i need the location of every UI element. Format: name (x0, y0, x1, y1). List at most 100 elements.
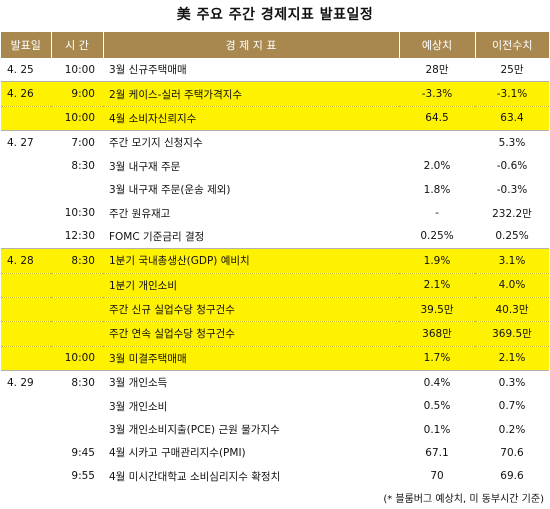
table-row: 3월 내구재 주문(운송 제외) 1.8% -0.3% (1, 178, 549, 201)
cell-forecast: 0.25% (420, 230, 454, 243)
cell-time: 8:30 (51, 370, 103, 395)
cell-indicator: 1분기 개인소비 (103, 272, 399, 298)
cell-forecast: 1.9% (399, 248, 475, 274)
cell-time: 10:00 (51, 105, 103, 131)
cell-previous: 0.25% (495, 230, 529, 243)
cell-forecast: 28만 (425, 64, 449, 77)
cell-previous: 0.3% (475, 370, 549, 395)
cell-time: 12:30 (64, 230, 95, 243)
table-row: 4. 28 8:30 1분기 국내총생산(GDP) 예비치 1.9% 3.1% (1, 248, 549, 274)
cell-previous: -0.6% (496, 160, 528, 173)
cell-previous: 4.0% (475, 272, 549, 298)
cell-forecast: 1.7% (399, 345, 475, 371)
table-row: 4. 29 8:30 3월 개인소득 0.4% 0.3% (1, 370, 549, 395)
cell-previous: 0.2% (498, 423, 526, 436)
cell-time: 8:30 (71, 160, 95, 173)
cell-indicator: 4월 시카고 구매관리지수(PMI) (109, 447, 246, 460)
cell-date (1, 465, 51, 488)
cell-date (1, 155, 51, 178)
cell-time (51, 272, 103, 298)
cell-date (1, 296, 51, 322)
table-row: 9:55 4월 미시간대학교 소비심리지수 확정치 70 69.6 (1, 465, 549, 488)
table-row: 10:30 주간 원유재고 - 232.2만 (1, 201, 549, 224)
cell-forecast: 2.1% (399, 272, 475, 298)
cell-indicator: 3월 내구재 주문 (109, 160, 181, 173)
table-row: 3월 개인소비지출(PCE) 근원 물가지수 0.1% 0.2% (1, 418, 549, 441)
cell-time (51, 178, 103, 201)
cell-forecast: 64.5 (399, 105, 475, 131)
schedule-table: 발표일 시 간 경 제 지 표 예상치 이전수치 4. 25 10:00 3월 신규… (1, 32, 549, 488)
cell-indicator: 4월 소비자신뢰지수 (103, 105, 399, 131)
cell-indicator: 주간 모기지 신청지수 (103, 130, 399, 155)
cell-indicator: 3월 개인소득 (103, 370, 399, 395)
cell-date: 4. 26 (1, 81, 51, 107)
table-row: 3월 개인소비 0.5% 0.7% (1, 394, 549, 417)
cell-time (51, 394, 103, 417)
table-row: 주간 신규 실업수당 청구건수 39.5만 40.3만 (1, 296, 549, 322)
cell-indicator: 3월 개인소비지출(PCE) 근원 물가지수 (109, 424, 280, 437)
cell-forecast: 67.1 (425, 446, 449, 459)
header-row: 발표일 시 간 경 제 지 표 예상치 이전수치 (1, 32, 549, 58)
cell-indicator: 주간 신규 실업수당 청구건수 (103, 296, 399, 322)
cell-indicator: 주간 원유재고 (109, 207, 171, 220)
cell-forecast: 70 (430, 470, 444, 483)
cell-time (51, 418, 103, 441)
page-title: 美 주요 주간 경제지표 발표일정 (176, 7, 374, 23)
cell-indicator: 4월 미시간대학교 소비심리지수 확정치 (109, 470, 281, 483)
cell-previous: 2.1% (475, 345, 549, 371)
table-row: 10:00 3월 미결주택매매 1.7% 2.1% (1, 345, 549, 371)
cell-date: 4. 25 (7, 63, 34, 76)
cell-indicator: FOMC 기준금리 결정 (109, 230, 205, 243)
cell-date (1, 178, 51, 201)
cell-time: 10:00 (51, 345, 103, 371)
cell-indicator: 1분기 국내총생산(GDP) 예비치 (103, 248, 399, 274)
cell-date (1, 272, 51, 298)
cell-forecast: 2.0% (423, 160, 451, 173)
cell-forecast: - (435, 207, 439, 220)
cell-time: 10:30 (64, 207, 95, 220)
cell-forecast: -3.3% (399, 81, 475, 107)
cell-previous: -0.3% (496, 183, 528, 196)
cell-date (1, 345, 51, 371)
cell-previous: 69.6 (500, 470, 524, 483)
cell-indicator: 3월 개인소비 (109, 400, 168, 413)
cell-previous: 232.2만 (492, 207, 532, 220)
table-row: 1분기 개인소비 2.1% 4.0% (1, 272, 549, 298)
header-previous: 이전수치 (474, 32, 549, 58)
cell-previous: 25만 (500, 64, 524, 77)
header-time: 시 간 (50, 32, 103, 58)
cell-forecast (399, 130, 475, 155)
cell-previous: 369.5만 (475, 321, 549, 347)
cell-previous: 5.3% (475, 130, 549, 155)
table-row: 4. 25 10:00 3월 신규주택매매 28만 25만 (1, 58, 549, 82)
cell-date (1, 201, 51, 224)
header-forecast: 예상치 (398, 32, 475, 58)
cell-time: 8:30 (51, 248, 103, 274)
table-row: 12:30 FOMC 기준금리 결정 0.25% 0.25% (1, 225, 549, 249)
table-row: 주간 연속 실업수당 청구건수 368만 369.5만 (1, 321, 549, 347)
cell-time: 9:45 (71, 446, 95, 459)
cell-forecast: 0.4% (399, 370, 475, 395)
cell-forecast: 368만 (399, 321, 475, 347)
cell-date (1, 105, 51, 131)
cell-time (51, 296, 103, 322)
cell-time: 9:55 (71, 470, 95, 483)
cell-date (1, 394, 51, 417)
cell-previous: -3.1% (475, 81, 549, 107)
table-row: 10:00 4월 소비자신뢰지수 64.5 63.4 (1, 105, 549, 131)
cell-date: 4. 29 (1, 370, 51, 395)
cell-date (1, 225, 51, 249)
cell-previous: 63.4 (475, 105, 549, 131)
header-date: 발표일 (1, 32, 51, 58)
cell-date: 4. 27 (1, 130, 51, 155)
cell-forecast: 0.1% (423, 423, 451, 436)
cell-indicator: 3월 내구재 주문(운송 제외) (109, 184, 231, 197)
cell-time: 7:00 (51, 130, 103, 155)
cell-date: 4. 28 (1, 248, 51, 274)
cell-previous: 70.6 (500, 446, 524, 459)
cell-previous: 40.3만 (475, 296, 549, 322)
cell-indicator: 주간 연속 실업수당 청구건수 (103, 321, 399, 347)
table-row: 4. 27 7:00 주간 모기지 신청지수 5.3% (1, 130, 549, 155)
cell-time: 10:00 (64, 63, 95, 76)
cell-forecast: 1.8% (423, 183, 451, 196)
